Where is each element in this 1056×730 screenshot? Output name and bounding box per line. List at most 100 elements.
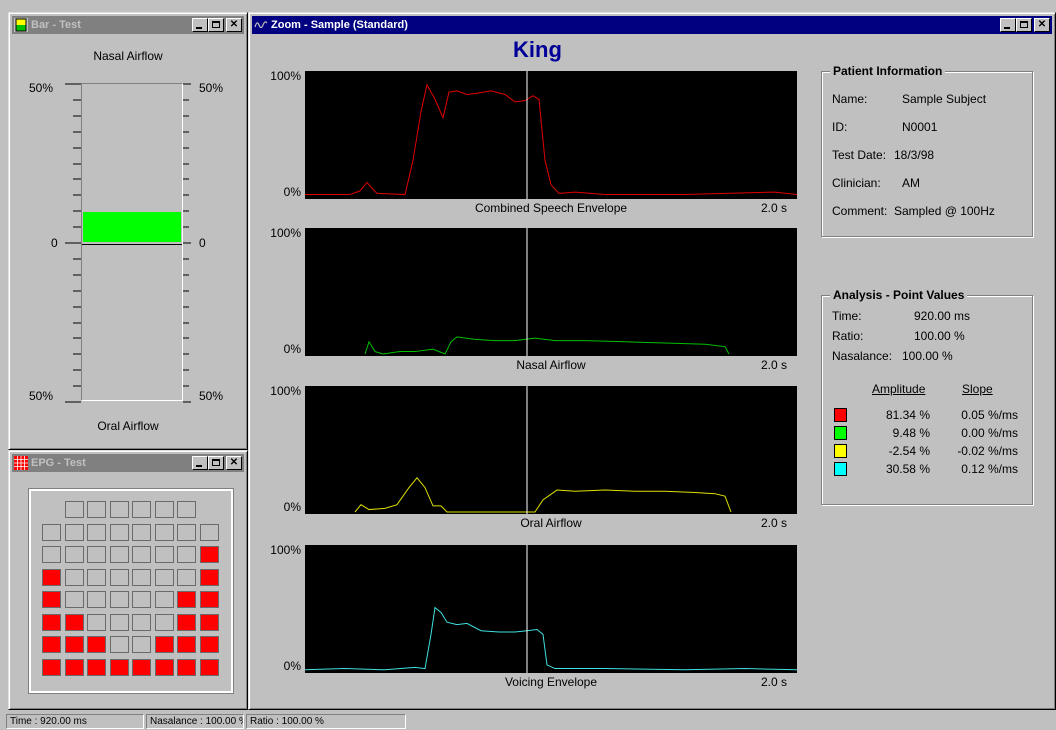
time-label: Time:: [832, 309, 862, 323]
epg-electrode: [132, 658, 151, 676]
epg-electrode: [109, 658, 129, 676]
comment-label: Comment:: [832, 204, 888, 218]
status-bar: Time : 920.00 ms Nasalance : 100.00 % Ra…: [0, 712, 1056, 730]
epg-electrode: [177, 501, 196, 518]
name-value: Sample Subject: [902, 92, 987, 106]
plot-area-0[interactable]: [305, 71, 798, 199]
minimize-button[interactable]: [1000, 18, 1016, 32]
epg-electrode: [64, 546, 84, 563]
epg-electrode: [199, 523, 219, 541]
epg-electrode: [132, 568, 151, 586]
plot-ymin-label: 0%: [283, 342, 301, 356]
minimize-button[interactable]: [192, 18, 208, 32]
bar-scale-mid-right: 0: [199, 236, 206, 250]
plot-duration: 2.0 s: [761, 516, 788, 530]
bar-scale-top-left: 50%: [29, 81, 54, 95]
word-title: King: [513, 37, 562, 62]
series-swatch: [834, 408, 847, 422]
bar-chart-icon: [14, 18, 28, 32]
bar-bottom-label: Oral Airflow: [97, 419, 159, 433]
epg-electrode: [177, 613, 196, 631]
epg-electrode: [42, 523, 61, 541]
slope-value: 0.05 %/ms: [961, 408, 1018, 422]
epg-electrode: [87, 523, 106, 541]
epg-electrode: [64, 613, 84, 631]
amplitude-value: 9.48 %: [892, 426, 930, 440]
zoom-window-titlebar[interactable]: Zoom - Sample (Standard) ✕: [252, 16, 1052, 34]
bar-scale-bot-left: 50%: [29, 389, 54, 403]
epg-electrode: [87, 546, 106, 563]
epg-electrode: [177, 658, 196, 676]
maximize-button[interactable]: [208, 456, 224, 470]
plot-trace-3: [304, 545, 798, 673]
name-label: Name:: [832, 92, 868, 106]
epg-electrode: [177, 568, 196, 586]
plot-label: Oral Airflow: [520, 516, 582, 530]
epg-electrode: [199, 613, 219, 631]
plot-label: Voicing Envelope: [504, 675, 598, 689]
plot-trace-2: [354, 386, 732, 514]
minimize-button[interactable]: [192, 456, 208, 470]
ratio-value: 100.00 %: [914, 329, 965, 343]
slope-header: Slope: [962, 382, 993, 396]
close-button[interactable]: ✕: [226, 456, 242, 470]
patient-info-group: Patient Information Name: Sample Subject…: [821, 64, 1033, 237]
series-swatch: [834, 426, 847, 440]
epg-electrode: [87, 658, 106, 676]
epg-electrode: [132, 591, 151, 608]
epg-electrode: [87, 501, 106, 518]
epg-electrode: [199, 591, 219, 608]
epg-electrode: [109, 546, 129, 563]
plot-label: Nasal Airflow: [516, 358, 586, 372]
slope-value: -0.02 %/ms: [957, 444, 1018, 458]
epg-electrode: [177, 546, 196, 563]
close-button[interactable]: ✕: [1034, 18, 1050, 32]
epg-electrode: [154, 658, 174, 676]
amplitude-value: 30.58 %: [885, 462, 930, 476]
time-value: 920.00 ms: [914, 309, 971, 323]
maximize-button[interactable]: [208, 18, 224, 32]
plot-ymin-label: 0%: [283, 500, 301, 514]
close-button[interactable]: ✕: [226, 18, 242, 32]
zoom-window: Zoom - Sample (Standard) ✕ King 100% 0% Co…: [248, 12, 1056, 710]
epg-electrode: [87, 591, 106, 608]
plot-area-1[interactable]: [305, 228, 797, 356]
amplitude-header: Amplitude: [872, 382, 926, 396]
epg-electrode: [42, 546, 61, 563]
epg-electrode: [42, 636, 61, 653]
plot-ymax-label: 100%: [270, 543, 301, 557]
epg-electrode: [87, 568, 106, 586]
epg-electrode: [132, 636, 151, 653]
slope-value: 0.00 %/ms: [961, 426, 1018, 440]
amplitude-value: -2.54 %: [888, 444, 930, 458]
epg-electrode: [154, 546, 174, 563]
epg-electrode: [154, 523, 174, 541]
bar-window-titlebar[interactable]: Bar - Test ✕: [12, 16, 244, 34]
bar-ticks: [65, 83, 191, 403]
plot-area-2[interactable]: [305, 386, 797, 514]
epg-window-titlebar[interactable]: EPG - Test ✕: [12, 454, 244, 472]
waveform-icon: [254, 18, 268, 32]
status-time: Time : 920.00 ms: [6, 714, 144, 729]
plot-area-3[interactable]: [304, 545, 798, 673]
plot-trace-0: [305, 71, 798, 199]
epg-electrode: [64, 568, 84, 586]
epg-panel: [28, 488, 234, 694]
epg-electrode: [42, 568, 61, 586]
status-ratio: Ratio : 100.00 %: [246, 714, 406, 729]
plot-duration: 2.0 s: [761, 675, 788, 689]
epg-electrode: [132, 546, 151, 563]
epg-electrode: [199, 568, 219, 586]
epg-electrode: [42, 613, 61, 631]
epg-electrode: [87, 613, 106, 631]
epg-electrode: [154, 613, 174, 631]
epg-electrode: [109, 523, 129, 541]
maximize-button[interactable]: [1016, 18, 1032, 32]
epg-electrode: [132, 523, 151, 541]
epg-electrode: [109, 613, 129, 631]
test-date-value: 18/3/98: [894, 148, 935, 162]
epg-grid: [42, 501, 222, 685]
epg-electrode: [64, 501, 84, 518]
plot-ymax-label: 100%: [270, 226, 301, 240]
status-nasalance: Nasalance : 100.00 %: [146, 714, 244, 729]
